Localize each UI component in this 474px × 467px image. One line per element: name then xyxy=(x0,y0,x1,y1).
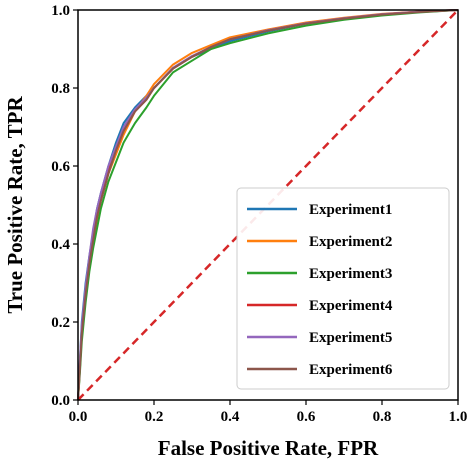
x-axis-label: False Positive Rate, FPR xyxy=(158,436,379,460)
x-tick-label: 0.2 xyxy=(145,409,164,425)
legend: Experiment1 Experiment2 Experiment3 Experim… xyxy=(236,187,450,390)
y-tick-label: 0.0 xyxy=(51,393,70,409)
y-tick-label: 0.4 xyxy=(51,237,70,253)
y-axis-label: True Positive Rate, TPR xyxy=(3,95,27,313)
x-tick-label: 1.0 xyxy=(449,409,468,425)
legend-label-6: Experiment6 xyxy=(309,362,393,378)
legend-box xyxy=(236,187,450,390)
legend-label-5: Experiment5 xyxy=(309,330,392,346)
x-tick-label: 0.0 xyxy=(69,409,88,425)
series-line-6 xyxy=(77,9,459,401)
y-tick-label: 0.6 xyxy=(51,159,70,175)
ticks-layer: 0.0 0.2 0.4 0.6 0.8 1.0 0.0 0.2 0.4 0.6 0.8 1.0 xyxy=(51,3,467,425)
y-tick-label: 0.8 xyxy=(51,81,70,97)
y-tick-label: 1.0 xyxy=(51,3,70,19)
series-layer xyxy=(77,9,459,401)
x-tick-label: 0.8 xyxy=(373,409,392,425)
legend-label-3: Experiment3 xyxy=(309,266,392,282)
legend-label-1: Experiment1 xyxy=(309,202,392,218)
legend-label-4: Experiment4 xyxy=(309,298,393,314)
plot-area xyxy=(77,9,459,401)
x-tick-label: 0.4 xyxy=(221,409,240,425)
legend-label-2: Experiment2 xyxy=(309,234,392,250)
plot-frame xyxy=(77,9,459,401)
y-tick-label: 0.2 xyxy=(51,315,70,331)
x-tick-label: 0.6 xyxy=(297,409,316,425)
